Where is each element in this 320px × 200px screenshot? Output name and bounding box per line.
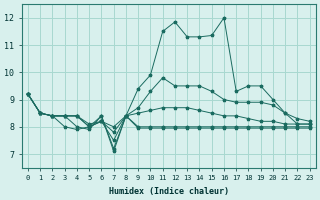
X-axis label: Humidex (Indice chaleur): Humidex (Indice chaleur) — [109, 187, 229, 196]
